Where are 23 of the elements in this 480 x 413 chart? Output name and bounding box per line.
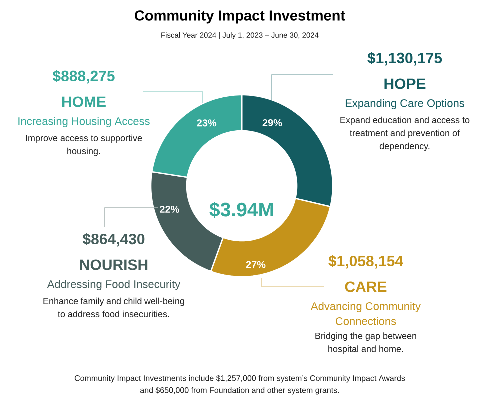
- text: Community Impact Investments include $1,257,000 from system’s Community Impact Awards and $650,000 from Foundation and other system grants.: [74, 375, 406, 395]
- text: Improve access to supportive housing.: [26, 134, 142, 156]
- text: $3.94M: [210, 202, 274, 218]
- text: 23%: [197, 120, 217, 127]
- text: Increasing Housing Access: [18, 117, 150, 128]
- slice-label: HOPE: [384, 78, 426, 90]
- chart-title: Community Impact Investment: [135, 10, 346, 24]
- text: Advancing Community Connections: [310, 302, 421, 326]
- data-label: $1,058,154: [328, 255, 404, 269]
- data-label: $1,130,175: [368, 52, 442, 66]
- text: Expand education and access to treatment and prevention of dependency.: [340, 116, 470, 152]
- slice-label: CARE: [345, 282, 387, 292]
- text: Expanding Care Options: [346, 99, 465, 110]
- text: Bridging the gap between hospital and home.: [316, 332, 416, 354]
- slice-label: NOURISH: [80, 260, 148, 270]
- slice-label: HOME: [62, 96, 106, 108]
- text: 27%: [246, 261, 266, 268]
- text: Enhance family and child well-being to address food insecurities.: [44, 298, 184, 318]
- text: 29%: [262, 119, 282, 127]
- data-label: $888,275: [52, 70, 115, 84]
- text: 22%: [160, 206, 180, 213]
- text: Addressing Food Insecurity: [47, 280, 181, 290]
- data-label: $864,430: [82, 233, 145, 247]
